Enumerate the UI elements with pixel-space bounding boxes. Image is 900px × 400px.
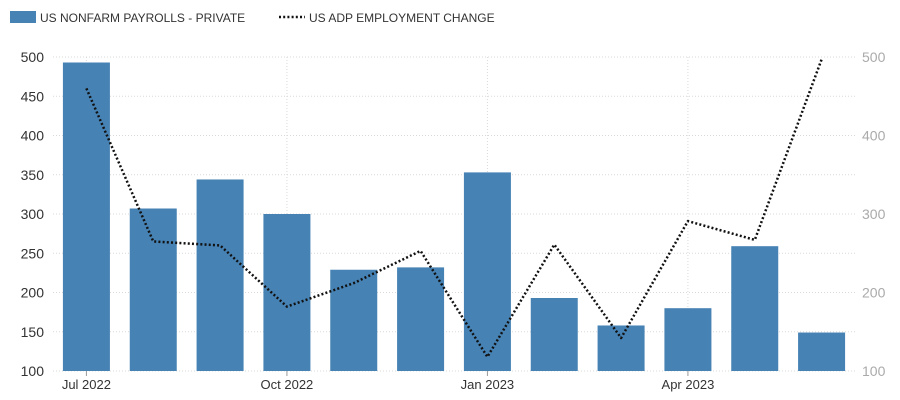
adp-line [85,58,823,359]
y-right-tick-label: 100 [862,363,886,379]
bar [397,267,445,371]
y-left-tick-label: 350 [21,167,45,183]
legend: US NONFARM PAYROLLS - PRIVATE US ADP EMP… [10,11,495,25]
y-left-tick-label: 250 [21,245,45,261]
y-right-tick-label: 200 [862,285,886,301]
y-left-tick-label: 500 [21,49,45,65]
y-left-tick-label: 200 [21,285,45,301]
legend-label-bars: US NONFARM PAYROLLS - PRIVATE [40,11,245,25]
y-right-tick-label: 500 [862,49,886,65]
y-left-tick-label: 150 [21,324,45,340]
bar [463,172,511,371]
bar [597,325,645,371]
legend-swatch-bars [10,11,36,23]
line-series [85,58,823,359]
bar [129,208,177,371]
x-tick-label: Jan 2023 [461,377,515,392]
y-right-tick-label: 300 [862,206,886,222]
x-axis: Jul 2022 Oct 2022 Jan 2023 Apr 2023 [62,371,714,392]
y-left-tick-label: 450 [21,88,45,104]
y-left-tick-label: 300 [21,206,45,222]
y-left-tick-label: 400 [21,128,45,144]
x-tick-label: Jul 2022 [62,377,111,392]
bar [196,179,244,371]
y-right-tick-label: 400 [862,128,886,144]
bar [530,297,578,371]
x-tick-label: Apr 2023 [662,377,715,392]
x-tick-label: Oct 2022 [261,377,314,392]
legend-label-line: US ADP EMPLOYMENT CHANGE [309,11,495,25]
bar-series [62,62,846,372]
y-left-tick-label: 100 [21,363,45,379]
bar [62,62,110,372]
bar [731,246,779,371]
y-axis-left: 100 150 200 250 300 350 400 450 500 [21,49,45,379]
bar [330,269,378,371]
y-axis-right: 100 200 300 400 500 [862,49,886,379]
bar [664,308,712,371]
bar [798,332,846,371]
